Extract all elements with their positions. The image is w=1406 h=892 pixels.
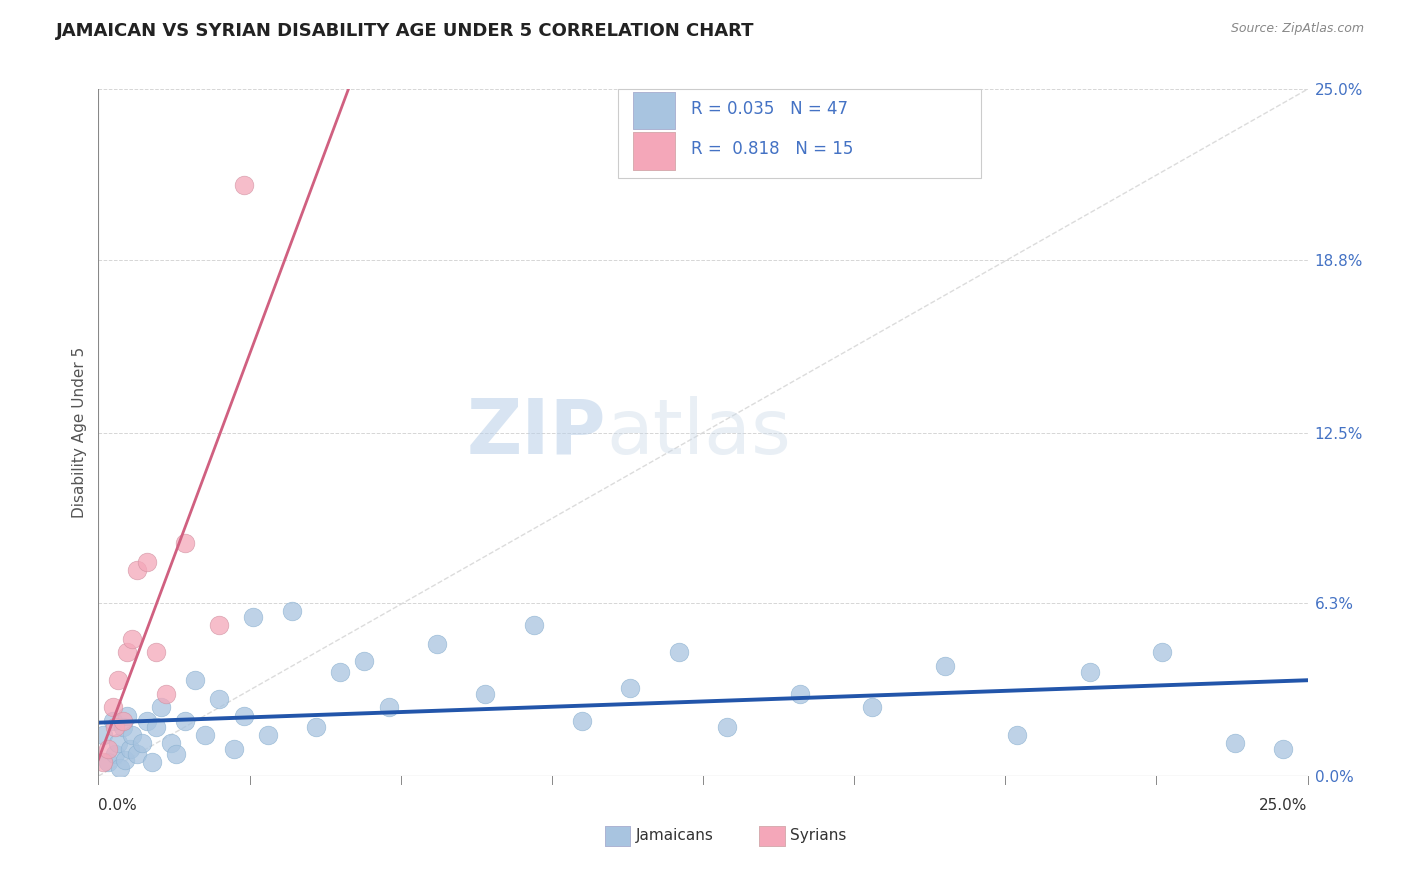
Bar [633, 132, 675, 169]
Point [174, 714, 197, 728]
Text: Jamaicans: Jamaicans [636, 829, 713, 843]
Point [107, 736, 129, 750]
Point [127, 563, 149, 577]
Point [474, 687, 496, 701]
Point [232, 708, 254, 723]
Point [107, 673, 129, 687]
Point [426, 637, 449, 651]
Text: atlas: atlas [606, 396, 792, 469]
Text: ZIP: ZIP [467, 396, 606, 469]
Point [141, 756, 163, 770]
Point [127, 747, 149, 761]
Point [222, 741, 245, 756]
Point [256, 728, 278, 742]
Text: Syrians: Syrians [790, 829, 846, 843]
Bar [633, 92, 675, 129]
Point [305, 720, 328, 734]
Point [208, 618, 231, 632]
Y-axis label: Disability Age Under 5: Disability Age Under 5 [72, 347, 87, 518]
Point [1272, 741, 1295, 756]
Text: R = 0.035   N = 47: R = 0.035 N = 47 [690, 100, 848, 118]
Text: JAMAICAN VS SYRIAN DISABILITY AGE UNDER 5 CORRELATION CHART: JAMAICAN VS SYRIAN DISABILITY AGE UNDER … [56, 22, 755, 40]
Point [121, 632, 143, 646]
Point [101, 714, 124, 728]
Point [329, 665, 352, 679]
Text: 0.0%: 0.0% [98, 798, 138, 814]
Bar [633, 92, 675, 129]
Point [1152, 645, 1174, 659]
Point [668, 645, 690, 659]
Point [377, 700, 399, 714]
Text: R =  0.818   N = 15: R = 0.818 N = 15 [690, 140, 853, 158]
Point [184, 673, 207, 687]
Point [1007, 728, 1029, 742]
Point [108, 761, 131, 775]
Point [789, 687, 811, 701]
Point [155, 687, 177, 701]
Point [860, 700, 883, 714]
Text: 25.0%: 25.0% [1260, 798, 1308, 814]
Point [91, 756, 114, 770]
Point [934, 659, 956, 673]
Point [101, 700, 124, 714]
Point [208, 692, 231, 706]
Point [118, 741, 141, 756]
FancyBboxPatch shape [619, 89, 981, 178]
Point [111, 720, 134, 734]
Point [232, 178, 254, 193]
Point [111, 714, 134, 728]
Point [165, 747, 187, 761]
Point [716, 720, 738, 734]
Point [104, 720, 127, 734]
Point [121, 728, 143, 742]
Point [145, 720, 167, 734]
Bar [633, 132, 675, 169]
Point [174, 535, 197, 549]
Point [1078, 665, 1101, 679]
Point [1223, 736, 1246, 750]
Point [145, 645, 167, 659]
Point [619, 681, 641, 695]
Point [160, 736, 183, 750]
Point [571, 714, 593, 728]
Point [117, 645, 139, 659]
Point [117, 708, 139, 723]
Point [523, 618, 546, 632]
Point [97, 756, 120, 770]
Point [150, 700, 173, 714]
Point [353, 654, 375, 668]
Point [281, 604, 304, 618]
Point [131, 736, 153, 750]
Point [135, 714, 157, 728]
Point [194, 728, 217, 742]
Point [97, 741, 120, 756]
Point [104, 747, 127, 761]
Point [91, 728, 114, 742]
Point [114, 753, 136, 767]
Text: Source: ZipAtlas.com: Source: ZipAtlas.com [1230, 22, 1364, 36]
Point [135, 555, 157, 569]
Point [242, 609, 264, 624]
